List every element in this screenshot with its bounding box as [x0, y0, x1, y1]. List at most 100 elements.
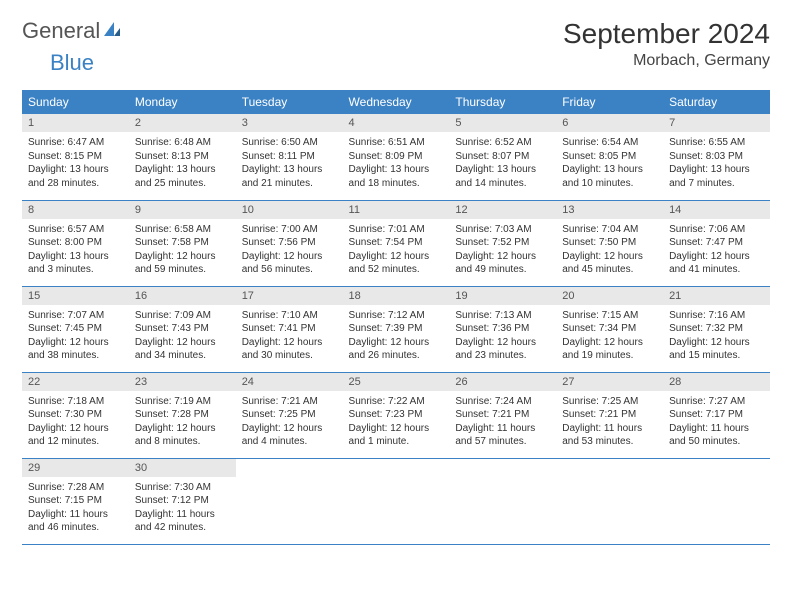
- sunset-text: Sunset: 8:09 PM: [349, 150, 444, 164]
- calendar-week: 1Sunrise: 6:47 AMSunset: 8:15 PMDaylight…: [22, 114, 770, 200]
- sunset-text: Sunset: 7:25 PM: [242, 408, 337, 422]
- daylight-text: Daylight: 12 hours and 23 minutes.: [455, 336, 550, 363]
- day-number: 6: [556, 114, 663, 132]
- day-details: Sunrise: 7:16 AMSunset: 7:32 PMDaylight:…: [663, 305, 770, 367]
- day-number: 9: [129, 201, 236, 219]
- sunset-text: Sunset: 8:03 PM: [669, 150, 764, 164]
- day-details: Sunrise: 7:04 AMSunset: 7:50 PMDaylight:…: [556, 219, 663, 281]
- day-details: Sunrise: 7:10 AMSunset: 7:41 PMDaylight:…: [236, 305, 343, 367]
- day-cell: 12Sunrise: 7:03 AMSunset: 7:52 PMDayligh…: [449, 200, 556, 286]
- day-cell: 29Sunrise: 7:28 AMSunset: 7:15 PMDayligh…: [22, 458, 129, 544]
- sunset-text: Sunset: 7:36 PM: [455, 322, 550, 336]
- day-details: Sunrise: 7:12 AMSunset: 7:39 PMDaylight:…: [343, 305, 450, 367]
- sunset-text: Sunset: 7:58 PM: [135, 236, 230, 250]
- sunset-text: Sunset: 8:13 PM: [135, 150, 230, 164]
- day-cell: 4Sunrise: 6:51 AMSunset: 8:09 PMDaylight…: [343, 114, 450, 200]
- day-details: Sunrise: 7:25 AMSunset: 7:21 PMDaylight:…: [556, 391, 663, 453]
- logo-text-blue: Blue: [50, 50, 94, 75]
- day-details: Sunrise: 6:47 AMSunset: 8:15 PMDaylight:…: [22, 132, 129, 194]
- daylight-text: Daylight: 11 hours and 53 minutes.: [562, 422, 657, 449]
- day-number: 2: [129, 114, 236, 132]
- sunset-text: Sunset: 7:21 PM: [455, 408, 550, 422]
- day-number: 11: [343, 201, 450, 219]
- logo-text-general: General: [22, 18, 100, 44]
- day-cell: 8Sunrise: 6:57 AMSunset: 8:00 PMDaylight…: [22, 200, 129, 286]
- sunset-text: Sunset: 8:00 PM: [28, 236, 123, 250]
- sunrise-text: Sunrise: 7:06 AM: [669, 223, 764, 237]
- sunset-text: Sunset: 7:28 PM: [135, 408, 230, 422]
- day-details: Sunrise: 7:28 AMSunset: 7:15 PMDaylight:…: [22, 477, 129, 539]
- sunrise-text: Sunrise: 7:24 AM: [455, 395, 550, 409]
- sunset-text: Sunset: 7:45 PM: [28, 322, 123, 336]
- day-number: 12: [449, 201, 556, 219]
- daylight-text: Daylight: 13 hours and 25 minutes.: [135, 163, 230, 190]
- day-details: Sunrise: 6:55 AMSunset: 8:03 PMDaylight:…: [663, 132, 770, 194]
- day-details: Sunrise: 7:27 AMSunset: 7:17 PMDaylight:…: [663, 391, 770, 453]
- daylight-text: Daylight: 13 hours and 28 minutes.: [28, 163, 123, 190]
- sunrise-text: Sunrise: 6:55 AM: [669, 136, 764, 150]
- day-details: Sunrise: 7:30 AMSunset: 7:12 PMDaylight:…: [129, 477, 236, 539]
- day-cell: 19Sunrise: 7:13 AMSunset: 7:36 PMDayligh…: [449, 286, 556, 372]
- sunset-text: Sunset: 8:11 PM: [242, 150, 337, 164]
- sunrise-text: Sunrise: 7:25 AM: [562, 395, 657, 409]
- day-cell: 5Sunrise: 6:52 AMSunset: 8:07 PMDaylight…: [449, 114, 556, 200]
- daylight-text: Daylight: 12 hours and 59 minutes.: [135, 250, 230, 277]
- sunset-text: Sunset: 7:39 PM: [349, 322, 444, 336]
- sunset-text: Sunset: 7:17 PM: [669, 408, 764, 422]
- daylight-text: Daylight: 12 hours and 15 minutes.: [669, 336, 764, 363]
- day-cell: 13Sunrise: 7:04 AMSunset: 7:50 PMDayligh…: [556, 200, 663, 286]
- day-cell: 2Sunrise: 6:48 AMSunset: 8:13 PMDaylight…: [129, 114, 236, 200]
- day-number: 20: [556, 287, 663, 305]
- day-number: 10: [236, 201, 343, 219]
- daylight-text: Daylight: 13 hours and 7 minutes.: [669, 163, 764, 190]
- daylight-text: Daylight: 13 hours and 18 minutes.: [349, 163, 444, 190]
- sunset-text: Sunset: 7:12 PM: [135, 494, 230, 508]
- day-cell: 17Sunrise: 7:10 AMSunset: 7:41 PMDayligh…: [236, 286, 343, 372]
- daylight-text: Daylight: 11 hours and 57 minutes.: [455, 422, 550, 449]
- day-cell: 9Sunrise: 6:58 AMSunset: 7:58 PMDaylight…: [129, 200, 236, 286]
- daylight-text: Daylight: 12 hours and 26 minutes.: [349, 336, 444, 363]
- sunset-text: Sunset: 7:15 PM: [28, 494, 123, 508]
- day-number: 23: [129, 373, 236, 391]
- sunrise-text: Sunrise: 7:13 AM: [455, 309, 550, 323]
- empty-cell: [343, 458, 450, 544]
- day-details: Sunrise: 6:52 AMSunset: 8:07 PMDaylight:…: [449, 132, 556, 194]
- day-cell: 6Sunrise: 6:54 AMSunset: 8:05 PMDaylight…: [556, 114, 663, 200]
- daylight-text: Daylight: 11 hours and 46 minutes.: [28, 508, 123, 535]
- sunset-text: Sunset: 8:07 PM: [455, 150, 550, 164]
- sunrise-text: Sunrise: 6:50 AM: [242, 136, 337, 150]
- sunset-text: Sunset: 8:05 PM: [562, 150, 657, 164]
- sunrise-text: Sunrise: 6:47 AM: [28, 136, 123, 150]
- day-cell: 15Sunrise: 7:07 AMSunset: 7:45 PMDayligh…: [22, 286, 129, 372]
- day-cell: 25Sunrise: 7:22 AMSunset: 7:23 PMDayligh…: [343, 372, 450, 458]
- day-cell: 10Sunrise: 7:00 AMSunset: 7:56 PMDayligh…: [236, 200, 343, 286]
- day-details: Sunrise: 7:00 AMSunset: 7:56 PMDaylight:…: [236, 219, 343, 281]
- day-number: 7: [663, 114, 770, 132]
- sunset-text: Sunset: 7:21 PM: [562, 408, 657, 422]
- day-number: 28: [663, 373, 770, 391]
- daylight-text: Daylight: 12 hours and 34 minutes.: [135, 336, 230, 363]
- sunrise-text: Sunrise: 7:30 AM: [135, 481, 230, 495]
- daylight-text: Daylight: 12 hours and 1 minute.: [349, 422, 444, 449]
- sunrise-text: Sunrise: 7:00 AM: [242, 223, 337, 237]
- sunrise-text: Sunrise: 7:19 AM: [135, 395, 230, 409]
- calendar-week: 8Sunrise: 6:57 AMSunset: 8:00 PMDaylight…: [22, 200, 770, 286]
- sunrise-text: Sunrise: 7:15 AM: [562, 309, 657, 323]
- day-number: 21: [663, 287, 770, 305]
- calendar-week: 29Sunrise: 7:28 AMSunset: 7:15 PMDayligh…: [22, 458, 770, 544]
- empty-cell: [556, 458, 663, 544]
- day-number: 13: [556, 201, 663, 219]
- day-details: Sunrise: 7:06 AMSunset: 7:47 PMDaylight:…: [663, 219, 770, 281]
- daylight-text: Daylight: 11 hours and 42 minutes.: [135, 508, 230, 535]
- day-details: Sunrise: 7:03 AMSunset: 7:52 PMDaylight:…: [449, 219, 556, 281]
- daylight-text: Daylight: 11 hours and 50 minutes.: [669, 422, 764, 449]
- day-number: 15: [22, 287, 129, 305]
- day-cell: 16Sunrise: 7:09 AMSunset: 7:43 PMDayligh…: [129, 286, 236, 372]
- daylight-text: Daylight: 13 hours and 21 minutes.: [242, 163, 337, 190]
- daylight-text: Daylight: 12 hours and 4 minutes.: [242, 422, 337, 449]
- sunset-text: Sunset: 7:41 PM: [242, 322, 337, 336]
- daylight-text: Daylight: 12 hours and 56 minutes.: [242, 250, 337, 277]
- day-number: 27: [556, 373, 663, 391]
- day-details: Sunrise: 7:24 AMSunset: 7:21 PMDaylight:…: [449, 391, 556, 453]
- calendar-week: 15Sunrise: 7:07 AMSunset: 7:45 PMDayligh…: [22, 286, 770, 372]
